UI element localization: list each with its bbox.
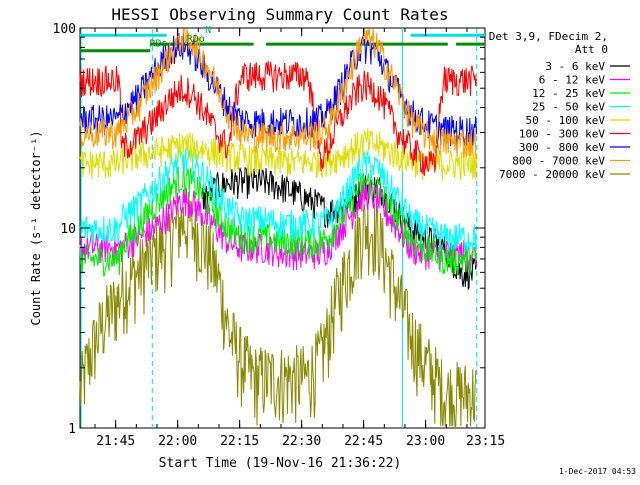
x-axis-label: Start Time (19-Nov-16 21:36:22) bbox=[159, 456, 402, 471]
x-tick-label-0: 21:45 bbox=[96, 434, 135, 449]
legend-label-1: 6 - 12 keV bbox=[539, 74, 606, 87]
legend-label-8: 7000 - 20000 keV bbox=[499, 168, 605, 181]
legend-label-4: 50 - 100 keV bbox=[526, 114, 606, 127]
x-tick-label-5: 23:00 bbox=[406, 434, 445, 449]
y-ticks-layer: 1 10 100 bbox=[53, 22, 485, 437]
legend-label-3: 25 - 50 keV bbox=[532, 101, 605, 114]
y-axis-label: Count Rate (s⁻¹ detector⁻¹) bbox=[29, 130, 43, 325]
series-line-4 bbox=[79, 128, 477, 181]
y-tick-label-0: 1 bbox=[68, 422, 76, 437]
legend-label-7: 800 - 7000 keV bbox=[512, 155, 605, 168]
x-tick-label-6: 23:15 bbox=[466, 434, 505, 449]
annotation-0: RDs bbox=[149, 38, 167, 49]
series-line-3 bbox=[79, 147, 477, 253]
legend-header-1: Att 0 bbox=[575, 43, 608, 56]
x-ticks-layer: 21:45 22:00 22:15 22:30 22:45 23:00 23:15 bbox=[94, 28, 505, 449]
series-line-0 bbox=[201, 166, 477, 291]
y-tick-label-2: 100 bbox=[53, 22, 76, 37]
legend-label-5: 100 - 300 keV bbox=[519, 128, 605, 141]
x-tick-label-3: 22:30 bbox=[282, 434, 321, 449]
series-line-8 bbox=[79, 191, 477, 427]
legend-label-0: 3 - 6 keV bbox=[545, 60, 605, 73]
annotation-2: N bbox=[205, 25, 211, 36]
series-layer bbox=[79, 28, 477, 427]
series-line-7 bbox=[79, 28, 477, 159]
legend-label-6: 300 - 800 keV bbox=[519, 141, 605, 154]
series-line-6 bbox=[79, 32, 477, 147]
legend-label-2: 12 - 25 keV bbox=[532, 87, 605, 100]
x-tick-label-2: 22:15 bbox=[220, 434, 259, 449]
x-tick-label-4: 22:45 bbox=[344, 434, 383, 449]
annotation-1: RDo bbox=[187, 34, 205, 45]
segments-layer bbox=[80, 33, 485, 53]
footer-timestamp: 1-Dec-2017 04:53 bbox=[559, 467, 636, 476]
y-tick-label-1: 10 bbox=[60, 222, 76, 237]
series-line-5 bbox=[79, 61, 477, 176]
chart-title: HESSI Observing Summary Count Rates bbox=[111, 5, 448, 24]
x-tick-label-1: 22:00 bbox=[158, 434, 197, 449]
legend-header-0: Det 3,9, FDecim 2, bbox=[489, 30, 608, 43]
